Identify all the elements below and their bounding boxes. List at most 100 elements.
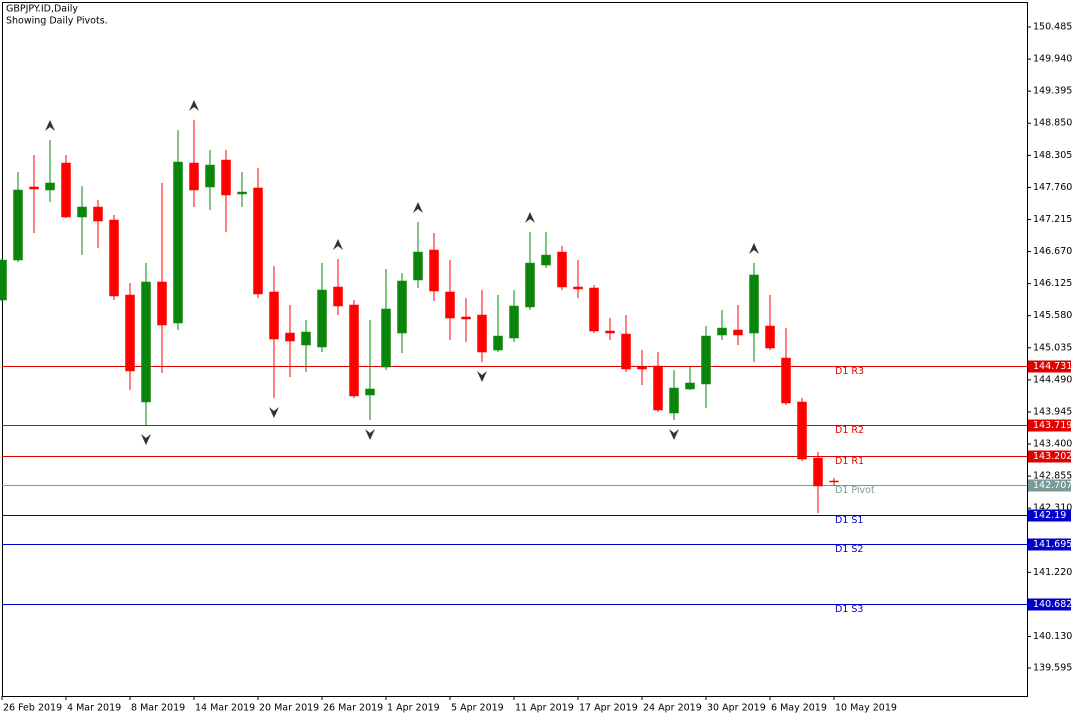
x-tick-label: 26 Feb 2019 (3, 703, 62, 714)
pivot-label: D1 S3 (835, 604, 863, 615)
pivot-label: D1 S1 (835, 515, 863, 526)
pivot-price-label: 143.719 (1033, 420, 1072, 431)
candle-body (589, 287, 599, 332)
y-tick-label: 148.850 (1033, 118, 1072, 129)
y-tick-label: 149.940 (1033, 54, 1072, 65)
y-tick-label: 146.125 (1033, 278, 1072, 289)
candle-body (0, 259, 7, 301)
pivot-price-label: 141.695 (1033, 539, 1072, 550)
candle-body (333, 286, 343, 307)
y-tick-label: 142.310 (1033, 503, 1072, 514)
pivot-price-label: 142.19 (1033, 510, 1066, 521)
candle-body (365, 388, 375, 396)
fractal-down (669, 429, 679, 441)
candle-body (573, 286, 583, 290)
candle-body (221, 159, 231, 196)
candle-body (749, 274, 759, 334)
y-tick-label: 148.305 (1033, 150, 1072, 161)
candle-body (413, 251, 423, 281)
x-tick-label: 4 Mar 2019 (67, 703, 121, 714)
candle-body (349, 304, 359, 397)
y-tick-label: 149.395 (1033, 86, 1072, 97)
fractal-down (141, 434, 151, 446)
x-tick-label: 11 Apr 2019 (515, 703, 574, 714)
x-tick-label: 30 Apr 2019 (707, 703, 766, 714)
x-tick-label: 5 Apr 2019 (451, 703, 504, 714)
fractal-up (749, 243, 759, 255)
y-tick-label: 142.855 (1033, 471, 1072, 482)
candle-body (525, 262, 535, 308)
candle-body (125, 294, 135, 372)
candle-body (269, 291, 279, 340)
pivot-price-label: 140.682 (1033, 599, 1072, 610)
y-tick-label: 144.490 (1033, 374, 1072, 385)
fractal-up (525, 212, 535, 224)
x-tick-label: 10 May 2019 (835, 703, 897, 714)
pivot-price-box (1028, 360, 1071, 373)
plot-frame (2, 2, 1028, 697)
candle-body (829, 480, 839, 483)
candle-body (509, 305, 519, 339)
candle-body (461, 316, 471, 320)
fractal-up (189, 100, 199, 112)
y-tick-label: 147.760 (1033, 182, 1072, 193)
candle-body (477, 314, 487, 353)
candle-body (557, 251, 567, 288)
candle-body (781, 357, 791, 404)
candle-body (189, 162, 199, 191)
candle-body (733, 329, 743, 336)
pivot-label: D1 R3 (835, 366, 864, 377)
pivot-price-label: 142.707 (1033, 480, 1072, 491)
x-tick-label: 1 Apr 2019 (387, 703, 440, 714)
candle-body (77, 206, 87, 218)
candle-body (253, 187, 263, 295)
candle-body (93, 206, 103, 222)
candle-body (493, 335, 503, 351)
y-tick-label: 143.400 (1033, 439, 1072, 450)
y-tick-label: 139.595 (1033, 662, 1072, 673)
pivot-price-box (1028, 509, 1071, 522)
y-tick-label: 143.945 (1033, 406, 1072, 417)
x-tick-label: 14 Mar 2019 (195, 703, 255, 714)
chart-title: GBPJPY.ID,Daily (6, 4, 78, 15)
y-tick-label: 140.130 (1033, 631, 1072, 642)
y-tick-label: 146.670 (1033, 246, 1072, 257)
pivot-price-box (1028, 419, 1071, 432)
y-tick-label: 150.485 (1033, 22, 1072, 33)
pivot-label: D1 S2 (835, 544, 863, 555)
x-tick-label: 8 Mar 2019 (131, 703, 185, 714)
candle-body (813, 457, 823, 487)
fractal-up (45, 120, 55, 132)
candle-body (13, 189, 23, 261)
chart-subtitle: Showing Daily Pivots. (6, 16, 108, 27)
pivot-price-label: 143.202 (1033, 451, 1072, 462)
pivot-label: D1 R1 (835, 456, 864, 467)
candle-body (685, 382, 695, 390)
candle-body (621, 333, 631, 370)
x-tick-label: 20 Mar 2019 (259, 703, 319, 714)
candle-body (637, 366, 647, 370)
fractal-down (365, 429, 375, 441)
candle-body (61, 162, 71, 218)
candle-body (653, 365, 663, 411)
fractal-up (333, 239, 343, 251)
pivot-price-box (1028, 450, 1071, 463)
y-tick-label: 147.215 (1033, 214, 1072, 225)
pivot-label: D1 Pivot (835, 485, 875, 496)
candle-body (237, 191, 247, 195)
candle-body (429, 249, 439, 292)
candle-body (205, 164, 215, 188)
candle-body (141, 281, 151, 403)
x-tick-label: 24 Apr 2019 (643, 703, 702, 714)
pivot-price-box (1028, 598, 1071, 611)
candle-body (109, 219, 119, 297)
candle-body (301, 331, 311, 346)
candle-body (717, 327, 727, 336)
candle-body (397, 280, 407, 334)
y-tick-label: 141.220 (1033, 567, 1072, 578)
candle-body (445, 291, 455, 319)
pivot-price-box (1028, 538, 1071, 551)
x-tick-label: 26 Mar 2019 (323, 703, 383, 714)
